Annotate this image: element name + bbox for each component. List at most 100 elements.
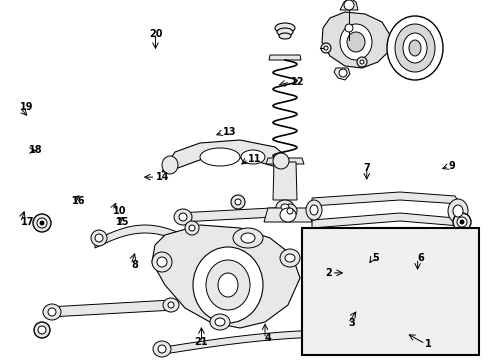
Polygon shape [158, 330, 372, 355]
Ellipse shape [394, 24, 434, 72]
Ellipse shape [279, 33, 290, 39]
Ellipse shape [215, 318, 224, 326]
Ellipse shape [274, 23, 294, 33]
Ellipse shape [286, 208, 292, 214]
Text: 8: 8 [131, 260, 138, 270]
Ellipse shape [153, 341, 171, 357]
Ellipse shape [280, 249, 299, 267]
Ellipse shape [193, 247, 263, 323]
Polygon shape [321, 12, 389, 68]
Ellipse shape [218, 273, 238, 297]
Ellipse shape [309, 205, 317, 215]
Ellipse shape [179, 213, 186, 221]
Text: 19: 19 [20, 102, 33, 112]
Ellipse shape [356, 57, 366, 67]
Ellipse shape [345, 24, 352, 32]
Text: 6: 6 [417, 253, 424, 264]
Polygon shape [152, 225, 299, 328]
Ellipse shape [386, 16, 442, 80]
Ellipse shape [320, 43, 330, 53]
Ellipse shape [152, 252, 172, 272]
Polygon shape [178, 207, 292, 222]
Ellipse shape [283, 204, 296, 218]
Ellipse shape [38, 326, 46, 334]
Ellipse shape [339, 24, 371, 60]
Text: 3: 3 [347, 318, 354, 328]
Ellipse shape [464, 326, 470, 332]
Ellipse shape [452, 205, 462, 217]
Polygon shape [311, 213, 459, 228]
Ellipse shape [230, 195, 244, 209]
Text: 16: 16 [72, 196, 86, 206]
Ellipse shape [232, 228, 263, 248]
Ellipse shape [363, 303, 379, 319]
Ellipse shape [209, 314, 229, 330]
Ellipse shape [184, 221, 199, 235]
Ellipse shape [447, 199, 467, 223]
Text: 20: 20 [148, 29, 162, 39]
Polygon shape [272, 162, 296, 200]
Polygon shape [339, 0, 357, 10]
Ellipse shape [241, 150, 264, 164]
Text: 11: 11 [248, 154, 262, 164]
Ellipse shape [40, 221, 44, 225]
Ellipse shape [281, 204, 288, 210]
Text: 4: 4 [264, 333, 271, 343]
Text: 7: 7 [363, 163, 369, 174]
Ellipse shape [408, 40, 420, 56]
Ellipse shape [402, 33, 426, 63]
Ellipse shape [361, 332, 377, 346]
Ellipse shape [95, 234, 103, 242]
Polygon shape [329, 288, 356, 298]
Text: 2: 2 [324, 268, 331, 278]
Ellipse shape [330, 236, 338, 244]
Text: 14: 14 [155, 172, 169, 182]
Polygon shape [311, 192, 459, 206]
Ellipse shape [37, 218, 47, 228]
Polygon shape [329, 234, 339, 248]
Text: 10: 10 [112, 206, 126, 216]
Ellipse shape [452, 213, 470, 231]
Ellipse shape [163, 298, 179, 312]
Ellipse shape [205, 260, 249, 310]
Ellipse shape [346, 32, 364, 52]
Ellipse shape [366, 336, 372, 342]
Polygon shape [48, 300, 174, 317]
Ellipse shape [456, 217, 466, 227]
Polygon shape [162, 140, 287, 172]
Ellipse shape [157, 257, 167, 267]
Ellipse shape [91, 230, 107, 246]
Text: 9: 9 [448, 161, 455, 171]
Text: 18: 18 [29, 145, 43, 156]
Ellipse shape [158, 345, 165, 353]
Text: 12: 12 [290, 77, 304, 87]
Ellipse shape [459, 322, 475, 336]
Ellipse shape [33, 214, 51, 232]
Ellipse shape [359, 60, 363, 64]
Polygon shape [367, 308, 469, 337]
Ellipse shape [162, 156, 178, 174]
Polygon shape [95, 225, 195, 248]
Ellipse shape [189, 225, 195, 231]
Text: 1: 1 [425, 339, 431, 349]
Ellipse shape [305, 200, 321, 220]
Ellipse shape [343, 0, 353, 10]
Ellipse shape [367, 307, 375, 315]
Ellipse shape [200, 148, 240, 166]
Ellipse shape [241, 233, 254, 243]
Polygon shape [333, 68, 349, 80]
Polygon shape [265, 158, 304, 164]
Ellipse shape [43, 304, 61, 320]
Text: 17: 17 [20, 217, 34, 228]
Text: 15: 15 [116, 217, 130, 228]
Ellipse shape [174, 209, 192, 225]
Ellipse shape [459, 220, 463, 224]
Ellipse shape [280, 208, 295, 222]
Ellipse shape [324, 46, 327, 50]
Ellipse shape [34, 322, 50, 338]
Ellipse shape [168, 302, 174, 308]
Ellipse shape [276, 28, 292, 36]
Ellipse shape [48, 308, 56, 316]
Ellipse shape [275, 200, 293, 214]
Polygon shape [264, 208, 311, 222]
